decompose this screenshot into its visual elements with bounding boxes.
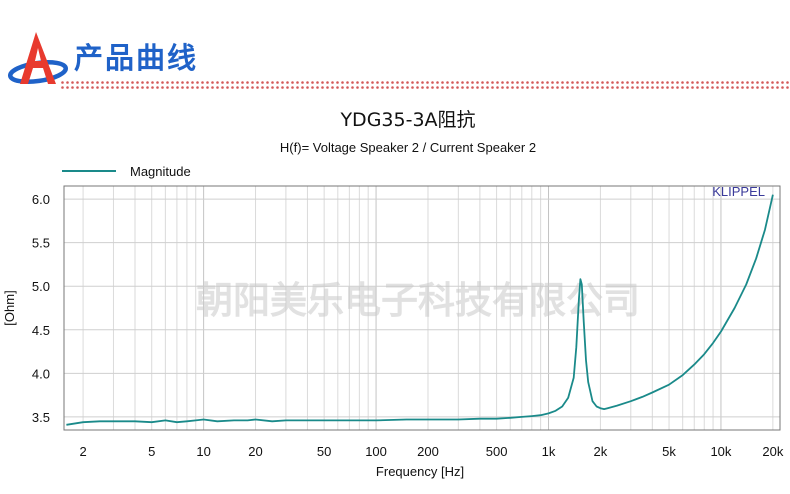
y-tick-label: 3.5 <box>32 410 50 425</box>
x-tick-label: 2 <box>79 444 86 459</box>
y-tick-label: 5.0 <box>32 279 50 294</box>
x-tick-label: 20 <box>248 444 262 459</box>
x-tick-label: 200 <box>417 444 439 459</box>
x-tick-label: 100 <box>365 444 387 459</box>
y-axis-ticks: 3.5 4.0 4.5 5.0 5.5 6.0 <box>32 192 50 425</box>
y-axis-label: [Ohm] <box>2 290 17 325</box>
chart-title: YDG35-3A阻抗 <box>339 109 475 131</box>
y-tick-label: 4.5 <box>32 323 50 338</box>
page-title: 产品曲线 <box>74 41 199 75</box>
y-tick-label: 6.0 <box>32 192 50 207</box>
x-axis-label: Frequency [Hz] <box>376 464 464 479</box>
x-tick-label: 2k <box>594 444 608 459</box>
magnitude-line <box>66 194 774 426</box>
plot-frame <box>63 185 781 431</box>
chart-subtitle: H(f)= Voltage Speaker 2 / Current Speake… <box>280 140 536 155</box>
klippel-mark: KLIPPEL <box>712 184 765 199</box>
watermark-text: 朝阳美乐电子科技有限公司 <box>196 279 640 322</box>
x-tick-label: 5k <box>662 444 676 459</box>
x-tick-label: 500 <box>486 444 508 459</box>
x-axis-ticks: 2 5 10 20 50 100 200 500 1k 2k 5k 10k 20k <box>79 444 783 459</box>
page-header: 产品曲线 <box>0 0 790 92</box>
header-divider <box>60 80 790 90</box>
x-tick-label: 10k <box>710 444 731 459</box>
logo-letter-a <box>20 32 56 84</box>
x-tick-label: 20k <box>762 444 783 459</box>
legend-label: Magnitude <box>130 164 191 179</box>
y-tick-label: 5.5 <box>32 236 50 251</box>
chart-series <box>66 194 774 426</box>
company-logo-icon <box>7 32 69 84</box>
y-tick-label: 4.0 <box>32 366 50 381</box>
x-tick-label: 5 <box>148 444 155 459</box>
chart-grid <box>64 186 780 430</box>
x-tick-label: 1k <box>542 444 556 459</box>
x-tick-label: 50 <box>317 444 331 459</box>
x-tick-label: 10 <box>196 444 210 459</box>
